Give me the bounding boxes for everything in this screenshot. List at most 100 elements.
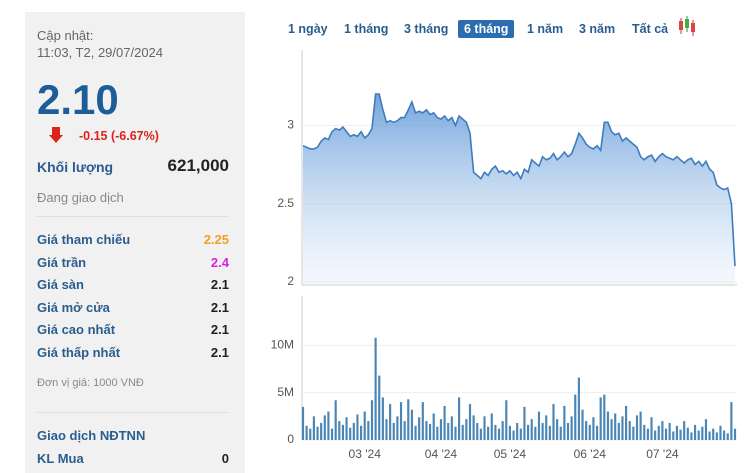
volume-bar — [316, 426, 319, 440]
range-button[interactable]: 3 tháng — [404, 22, 449, 36]
volume-bar — [577, 377, 580, 440]
volume-bar — [530, 419, 533, 440]
volume-bar — [472, 415, 475, 440]
volume-bar — [468, 404, 472, 440]
volume-bar — [505, 400, 508, 440]
volume-bar — [421, 402, 424, 440]
volume-bar — [392, 422, 395, 440]
volume: 621,000 — [167, 156, 229, 175]
x-tick-label: 05 '24 — [494, 447, 527, 461]
volume-bar — [450, 416, 453, 440]
volume-bar — [349, 427, 352, 440]
volume-bar — [479, 428, 482, 440]
volume-bar — [679, 429, 682, 440]
volume-bar — [708, 431, 711, 440]
volume-bar — [399, 402, 403, 440]
volume-bar — [494, 424, 497, 440]
volume-bar — [646, 428, 649, 440]
volume-bar — [389, 404, 392, 440]
volume-bar — [447, 422, 450, 440]
volume-bar — [501, 421, 504, 440]
volume-bar — [414, 425, 417, 440]
volume-bar — [385, 419, 388, 440]
volume-bar — [683, 421, 686, 440]
candle-icon[interactable] — [677, 16, 699, 38]
volume-bar — [519, 428, 522, 440]
volume-bar — [458, 397, 461, 440]
range-button[interactable]: 1 tháng — [344, 22, 389, 36]
y-tick-label: 5M — [277, 385, 294, 399]
volume-bar — [599, 397, 602, 440]
volume-bar — [363, 411, 366, 440]
x-tick-label: 03 '24 — [349, 447, 382, 461]
volume-bar — [668, 422, 671, 440]
stat-label: Giá trần — [37, 254, 87, 270]
volume-bar — [454, 426, 457, 440]
volume-bar — [443, 405, 446, 440]
volume-bar — [497, 428, 501, 440]
range-button[interactable]: 3 năm — [579, 22, 616, 36]
volume-bar — [588, 424, 591, 440]
volume-bar — [603, 394, 606, 440]
volume-bar — [330, 428, 334, 440]
range-button[interactable]: 6 tháng — [458, 20, 515, 38]
volume-bar — [686, 427, 689, 440]
range-button[interactable]: 1 ngày — [288, 22, 328, 36]
down-arrow — [49, 127, 63, 143]
y-tick-label: 10M — [271, 338, 294, 352]
volume-bar — [345, 417, 348, 440]
volume-bar — [352, 422, 355, 440]
volume-bar — [595, 425, 599, 440]
volume-bar — [432, 413, 435, 440]
quote-panel: Cập nhật: 11:03, T2, 29/07/2024 2.10 -0.… — [25, 12, 245, 473]
volume-bar — [301, 406, 305, 440]
volume-bar — [512, 430, 515, 440]
volume-bar — [574, 394, 577, 440]
volume-bar — [537, 411, 541, 440]
volume-bar — [715, 432, 718, 440]
volume-bar — [428, 423, 432, 440]
volume-bar — [323, 415, 326, 440]
volume-bar — [585, 421, 588, 440]
volume-bar — [592, 417, 595, 440]
volume-bar — [570, 416, 573, 440]
volume-label: Khối lượng — [37, 159, 114, 175]
volume-bar — [526, 424, 530, 440]
volume-bar — [726, 433, 729, 440]
stat-value: 2.1 — [210, 322, 229, 337]
volume-bar — [556, 419, 559, 440]
volume-bar — [552, 404, 555, 440]
volume-bar — [621, 416, 624, 440]
volume-bar — [704, 419, 708, 440]
updated-label: Cập nhật: — [37, 28, 94, 43]
volume-bar — [639, 411, 642, 440]
volume-bar — [410, 409, 413, 440]
volume-bar — [650, 417, 653, 440]
volume-bar — [516, 422, 519, 440]
volume-bar — [360, 425, 363, 440]
volume-bar — [581, 409, 584, 440]
volume-bar — [305, 425, 308, 440]
volume-bar — [723, 430, 726, 440]
price-line — [302, 93, 736, 267]
volume-bar — [381, 397, 384, 440]
volume-bar — [403, 421, 406, 440]
price-area — [303, 94, 735, 285]
y-tick-label: 0 — [287, 432, 294, 446]
volume-bar — [490, 413, 493, 440]
volume-bar — [675, 425, 678, 440]
volume-bar — [378, 375, 381, 440]
volume-bar — [701, 426, 704, 440]
separator — [37, 216, 229, 217]
volume-bar — [341, 424, 345, 440]
volume-bar — [712, 428, 715, 440]
foreign-title: Giao dịch NĐTNN — [37, 428, 146, 443]
range-button[interactable]: 1 năm — [527, 22, 564, 36]
range-button[interactable]: Tất cả — [632, 22, 669, 36]
stat-value: 2.25 — [203, 232, 229, 247]
volume-bar — [733, 428, 737, 440]
stat-value: 2.1 — [210, 277, 229, 292]
volume-bar — [563, 405, 566, 440]
volume-bar — [654, 430, 657, 440]
